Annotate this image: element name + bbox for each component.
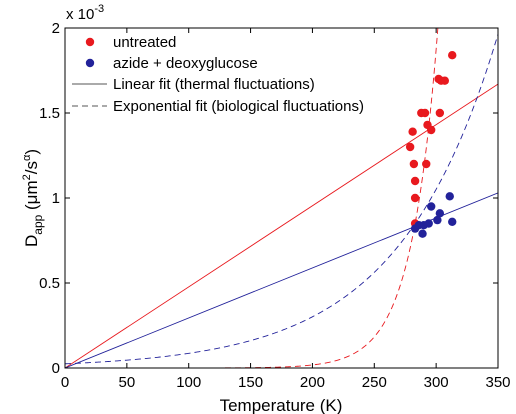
legend-label-linear-fit: Linear fit (thermal fluctuations) xyxy=(113,76,315,93)
legend-entry-untreated: untreated xyxy=(85,34,176,51)
data-point-untreated xyxy=(426,125,436,135)
x-axis-title: Temperature (K) xyxy=(220,396,343,414)
x-tick-label: 50 xyxy=(119,374,136,391)
exponential-fit-azide-deoxyglucose xyxy=(65,33,498,365)
data-point-untreated xyxy=(410,193,420,203)
linear-fit-azide-deoxyglucose xyxy=(65,192,498,368)
data-point-untreated xyxy=(440,76,450,85)
legend-marker-untreated xyxy=(85,37,95,47)
y-tick-label: 0 xyxy=(52,360,60,377)
data-point-azide-deoxyglucose xyxy=(424,219,433,228)
data-point-untreated xyxy=(448,51,457,60)
data-point-azide-deoxyglucose xyxy=(418,229,427,238)
legend-marker-azide-deoxyglucose xyxy=(85,58,95,68)
legend-label-untreated: untreated xyxy=(113,34,176,51)
y-tick-label: 1 xyxy=(52,190,60,207)
x-tick-label: 150 xyxy=(238,374,263,391)
data-point-azide-deoxyglucose xyxy=(445,192,454,201)
y-tick-label: 2 xyxy=(52,20,60,37)
data-point-azide-deoxyglucose xyxy=(435,209,445,218)
x-tick-label: 250 xyxy=(362,374,387,391)
ticks xyxy=(64,27,499,369)
y-tick-label: 1.5 xyxy=(39,105,60,122)
legend: untreated azide + deoxyglucose Linear fi… xyxy=(72,34,364,115)
data-point-untreated xyxy=(408,127,417,136)
data-point-untreated xyxy=(422,159,431,169)
data-point-untreated xyxy=(409,159,419,169)
legend-label-exponential-fit: Exponential fit (biological fluctuations… xyxy=(113,98,364,115)
y-tick-label: 0.5 xyxy=(39,275,60,292)
y-multiplier: x 10-3 xyxy=(66,3,104,23)
linear-fit-untreated xyxy=(65,83,498,368)
data-point-azide-deoxyglucose xyxy=(426,202,436,211)
x-tick-label: 350 xyxy=(485,374,510,391)
x-tick-label: 100 xyxy=(176,374,201,391)
y-axis-title: Dapp (μm2/sα) xyxy=(21,149,45,247)
data-point-untreated xyxy=(420,108,430,118)
legend-entry-azide-deoxyglucose: azide + deoxyglucose xyxy=(85,55,258,72)
data-point-untreated xyxy=(410,176,420,186)
data-point-azide-deoxyglucose xyxy=(448,217,457,226)
x-tick-label: 300 xyxy=(424,374,449,391)
x-tick-label: 200 xyxy=(300,374,325,391)
legend-entry-exponential-fit: Exponential fit (biological fluctuations… xyxy=(72,98,364,115)
data-point-untreated xyxy=(405,142,415,152)
tick-labels: 0 50 100 150 200 250 300 350 0 0.5 1 1.5 2 xyxy=(39,20,510,391)
data-point-azide-deoxyglucose xyxy=(433,215,442,225)
exponential-fit-untreated xyxy=(65,28,439,368)
x-tick-label: 0 xyxy=(61,374,69,391)
legend-label-azide-deoxyglucose: azide + deoxyglucose xyxy=(113,55,258,72)
data-points xyxy=(405,51,457,238)
data-point-untreated xyxy=(435,108,445,118)
legend-entry-linear-fit: Linear fit (thermal fluctuations) xyxy=(72,76,315,93)
